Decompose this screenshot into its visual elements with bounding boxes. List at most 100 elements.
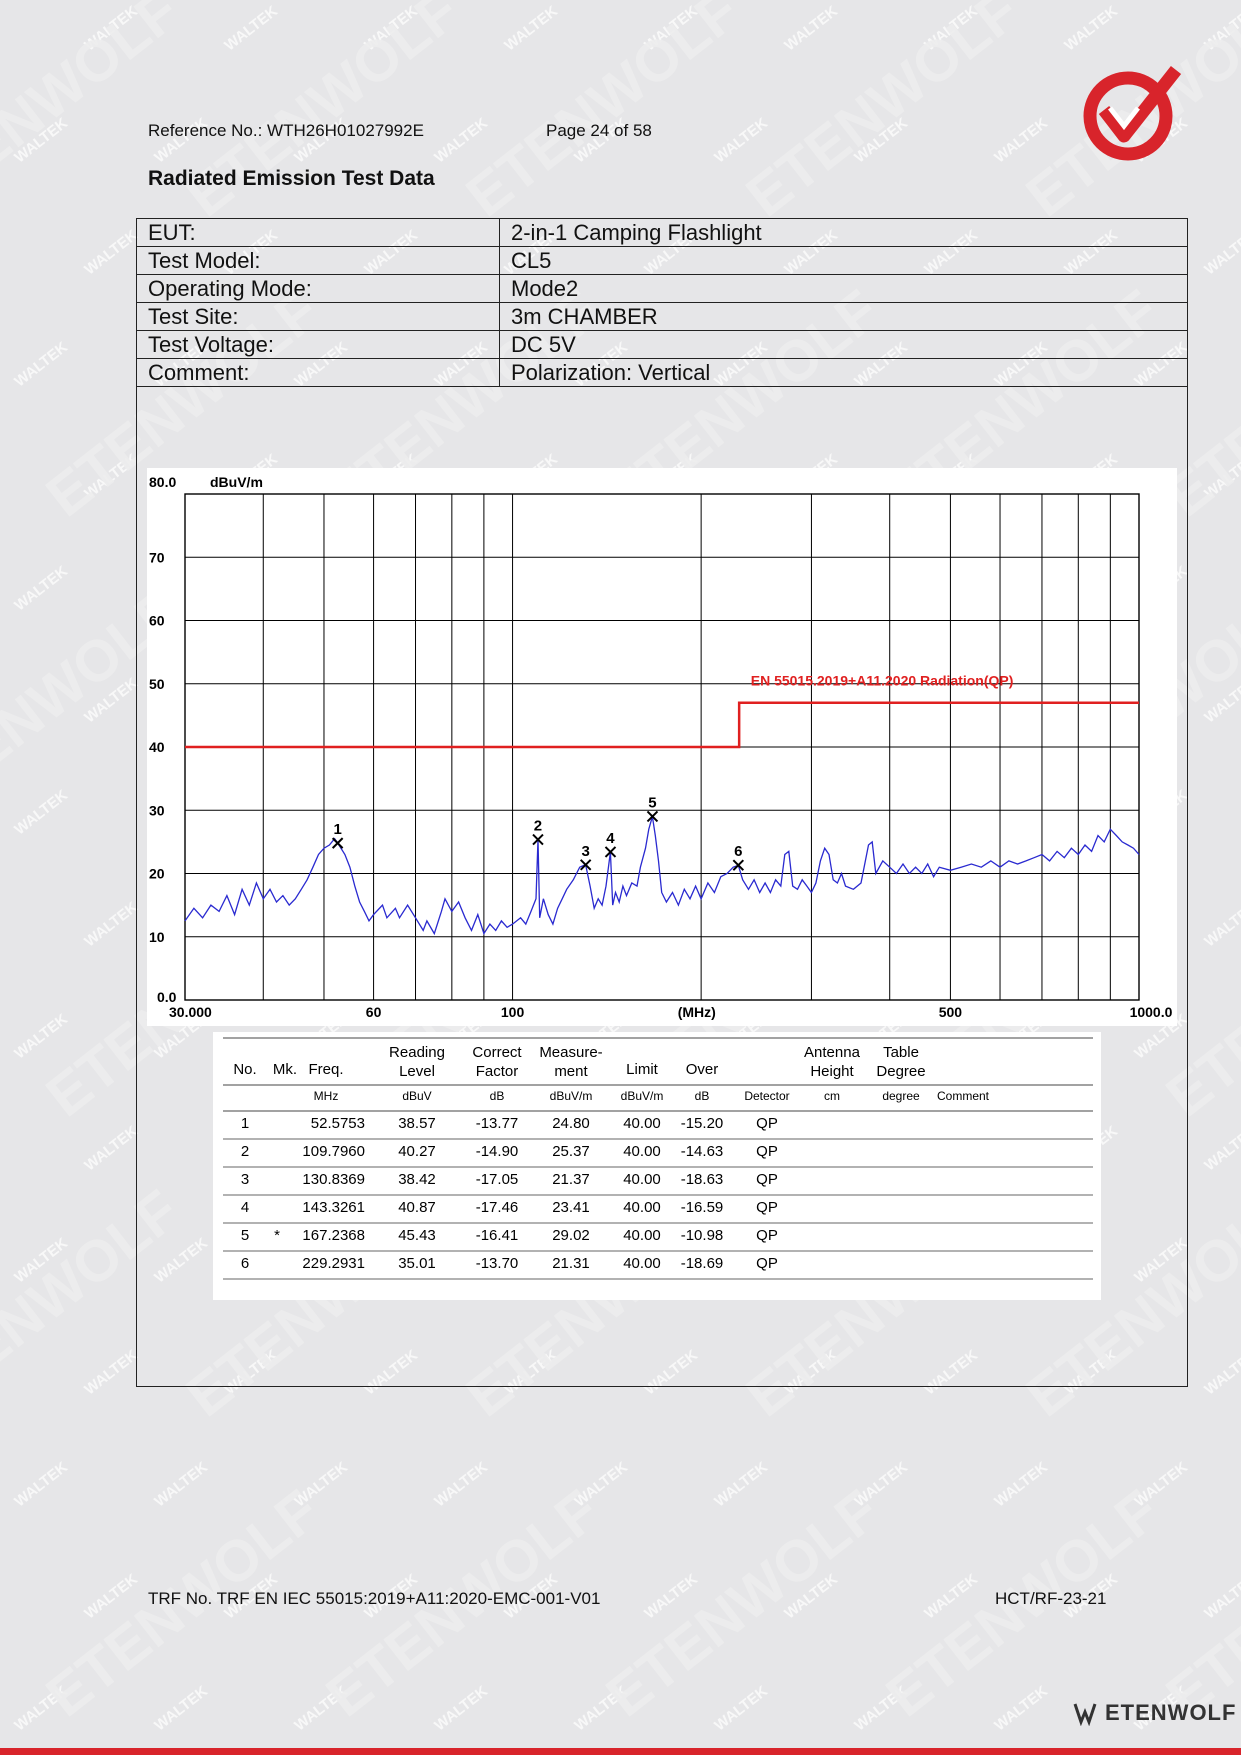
watermark-text: WALTEK — [991, 1682, 1051, 1735]
watermark-logo-text: ETENWOLF — [454, 0, 751, 230]
watermark-text: WALTEK — [921, 2, 981, 55]
etenwolf-icon — [1073, 1703, 1097, 1726]
watermark-text: WALTEK — [81, 1122, 141, 1175]
watermark-text: WALTEK — [851, 114, 911, 167]
unit-cell: Comment — [937, 1089, 990, 1103]
table-cell: -18.63 — [681, 1171, 724, 1188]
table-cell: * — [274, 1227, 280, 1244]
info-value: 2-in-1 Camping Flashlight — [499, 218, 1188, 247]
y-tick-label: 60 — [149, 613, 165, 629]
page-number: Page 24 of 58 — [546, 121, 652, 140]
table-cell: -14.63 — [681, 1143, 724, 1160]
watermark-text: WALTEK — [81, 898, 141, 951]
table-cell: 4 — [241, 1199, 249, 1216]
header-line-1: Antenna — [804, 1044, 861, 1061]
info-value: CL5 — [499, 246, 1188, 275]
table-row: 4 143.3261 40.87 -17.46 23.41 40.00 -16.59 QP — [223, 1199, 1093, 1224]
marker-label: 4 — [606, 830, 615, 847]
info-row: Test Site: 3m CHAMBER — [136, 302, 1188, 331]
table-cell: 24.80 — [552, 1115, 590, 1132]
peak-marker: 4 — [604, 830, 617, 858]
watermark-text: WALTEK — [1201, 226, 1241, 279]
header-cell: Mk. — [273, 1061, 297, 1078]
table-row: 1 52.5753 38.57 -13.77 24.80 40.00 -15.20 QP — [223, 1115, 1093, 1140]
watermark-text: WALTEK — [0, 1123, 1, 1175]
test-info-table: EUT: 2-in-1 Camping Flashlight Test Model:… — [136, 218, 1188, 387]
table-cell: 21.31 — [552, 1255, 590, 1272]
header-line-2: ment — [554, 1063, 588, 1080]
watermark-text: WALTEK — [431, 1458, 491, 1511]
table-cell: -17.05 — [476, 1171, 519, 1188]
watermark-text: WALTEK — [291, 1682, 351, 1735]
table-cell: -18.69 — [681, 1255, 724, 1272]
peak-marker: 1 — [331, 821, 344, 849]
table-cell: -13.70 — [476, 1255, 519, 1272]
header-line-1: Correct — [472, 1044, 522, 1061]
table-cell: QP — [756, 1255, 778, 1272]
table-cell: QP — [756, 1199, 778, 1216]
watermark-text: WALTEK — [711, 1682, 771, 1735]
section-title: Radiated Emission Test Data — [148, 167, 435, 190]
table-cell: 109.7960 — [302, 1143, 365, 1160]
table-cell: 40.00 — [623, 1171, 661, 1188]
watermark-text: WALTEK — [641, 1570, 701, 1623]
header-line-2: Level — [399, 1063, 435, 1080]
watermark-text: WALTEK — [991, 114, 1051, 167]
table-cell: 1 — [241, 1115, 249, 1132]
table-cell: 229.2931 — [302, 1255, 365, 1272]
header-line-1: Table — [883, 1044, 919, 1061]
peak-marker: 6 — [732, 843, 745, 871]
watermark-text: WALTEK — [571, 1458, 631, 1511]
table-cell: QP — [756, 1115, 778, 1132]
unit-cell: dB — [695, 1089, 710, 1103]
watermark-text: WALTEK — [711, 114, 771, 167]
header-cell: Over — [686, 1061, 719, 1078]
brand-name: ETENWOLF — [1105, 1700, 1237, 1725]
y-tick-label: 50 — [149, 676, 165, 692]
marker-label: 2 — [534, 818, 542, 835]
x-axis-label: (MHz) — [678, 1004, 716, 1020]
info-value: Polarization: Vertical — [499, 358, 1188, 387]
watermark-text: WALTEK — [1201, 1122, 1241, 1175]
watermark-text: WALTEK — [11, 114, 71, 167]
watermark-text: WALTEK — [1201, 1346, 1241, 1399]
table-row: 2 109.7960 40.27 -14.90 25.37 40.00 -14.63 QP — [223, 1143, 1093, 1168]
marker-label: 1 — [333, 821, 341, 838]
table-cell: -13.77 — [476, 1115, 519, 1132]
header-cell: Freq. — [308, 1061, 343, 1078]
table-cell: 6 — [241, 1255, 249, 1272]
table-cell: 45.43 — [398, 1227, 436, 1244]
watermark-text: WALTEK — [361, 2, 421, 55]
watermark-logo-text: ETENWOLF — [1154, 1477, 1241, 1730]
watermark-text: WALTEK — [431, 1682, 491, 1735]
watermark-text: WALTEK — [1201, 674, 1241, 727]
watermark-text: WALTEK — [0, 3, 1, 55]
info-value: DC 5V — [499, 330, 1188, 359]
unit-cell: dBuV — [402, 1089, 431, 1103]
y-tick-label: 70 — [149, 549, 165, 565]
watermark-text: WALTEK — [291, 1458, 351, 1511]
table-row: 5 * 167.2368 45.43 -16.41 29.02 40.00 -10.98 QP — [223, 1227, 1093, 1252]
watermark-text: WALTEK — [431, 114, 491, 167]
measurement-table-svg: No. Mk. Freq. Reading Level Correct Factor Meas… — [223, 1037, 1093, 1280]
table-cell: 40.87 — [398, 1199, 436, 1216]
trf-number: TRF No. TRF EN IEC 55015:2019+A11:2020-E… — [148, 1589, 601, 1608]
watermark-text: WALTEK — [921, 1570, 981, 1623]
emission-chart: 80.0 70 60 50 40 30 20 10 0.0 30.000 60 100 500 1000.… — [147, 468, 1177, 1026]
watermark-text: WALTEK — [0, 1347, 1, 1399]
table-cell: 29.02 — [552, 1227, 590, 1244]
watermark-text: WALTEK — [1131, 1458, 1191, 1511]
table-cell: -10.98 — [681, 1227, 724, 1244]
watermark-text: WALTEK — [11, 786, 71, 839]
marker-label: 6 — [734, 843, 742, 860]
watermark-text: WALTEK — [81, 1570, 141, 1623]
unit-cell: cm — [824, 1089, 840, 1103]
watermark-text: WALTEK — [81, 674, 141, 727]
watermark-text: WALTEK — [11, 338, 71, 391]
watermark-text: WALTEK — [221, 2, 281, 55]
watermark-text: WALTEK — [571, 1682, 631, 1735]
watermark-text: WALTEK — [1201, 2, 1241, 55]
table-cell: 38.57 — [398, 1115, 436, 1132]
table-cell: 40.00 — [623, 1143, 661, 1160]
table-cell: -17.46 — [476, 1199, 519, 1216]
